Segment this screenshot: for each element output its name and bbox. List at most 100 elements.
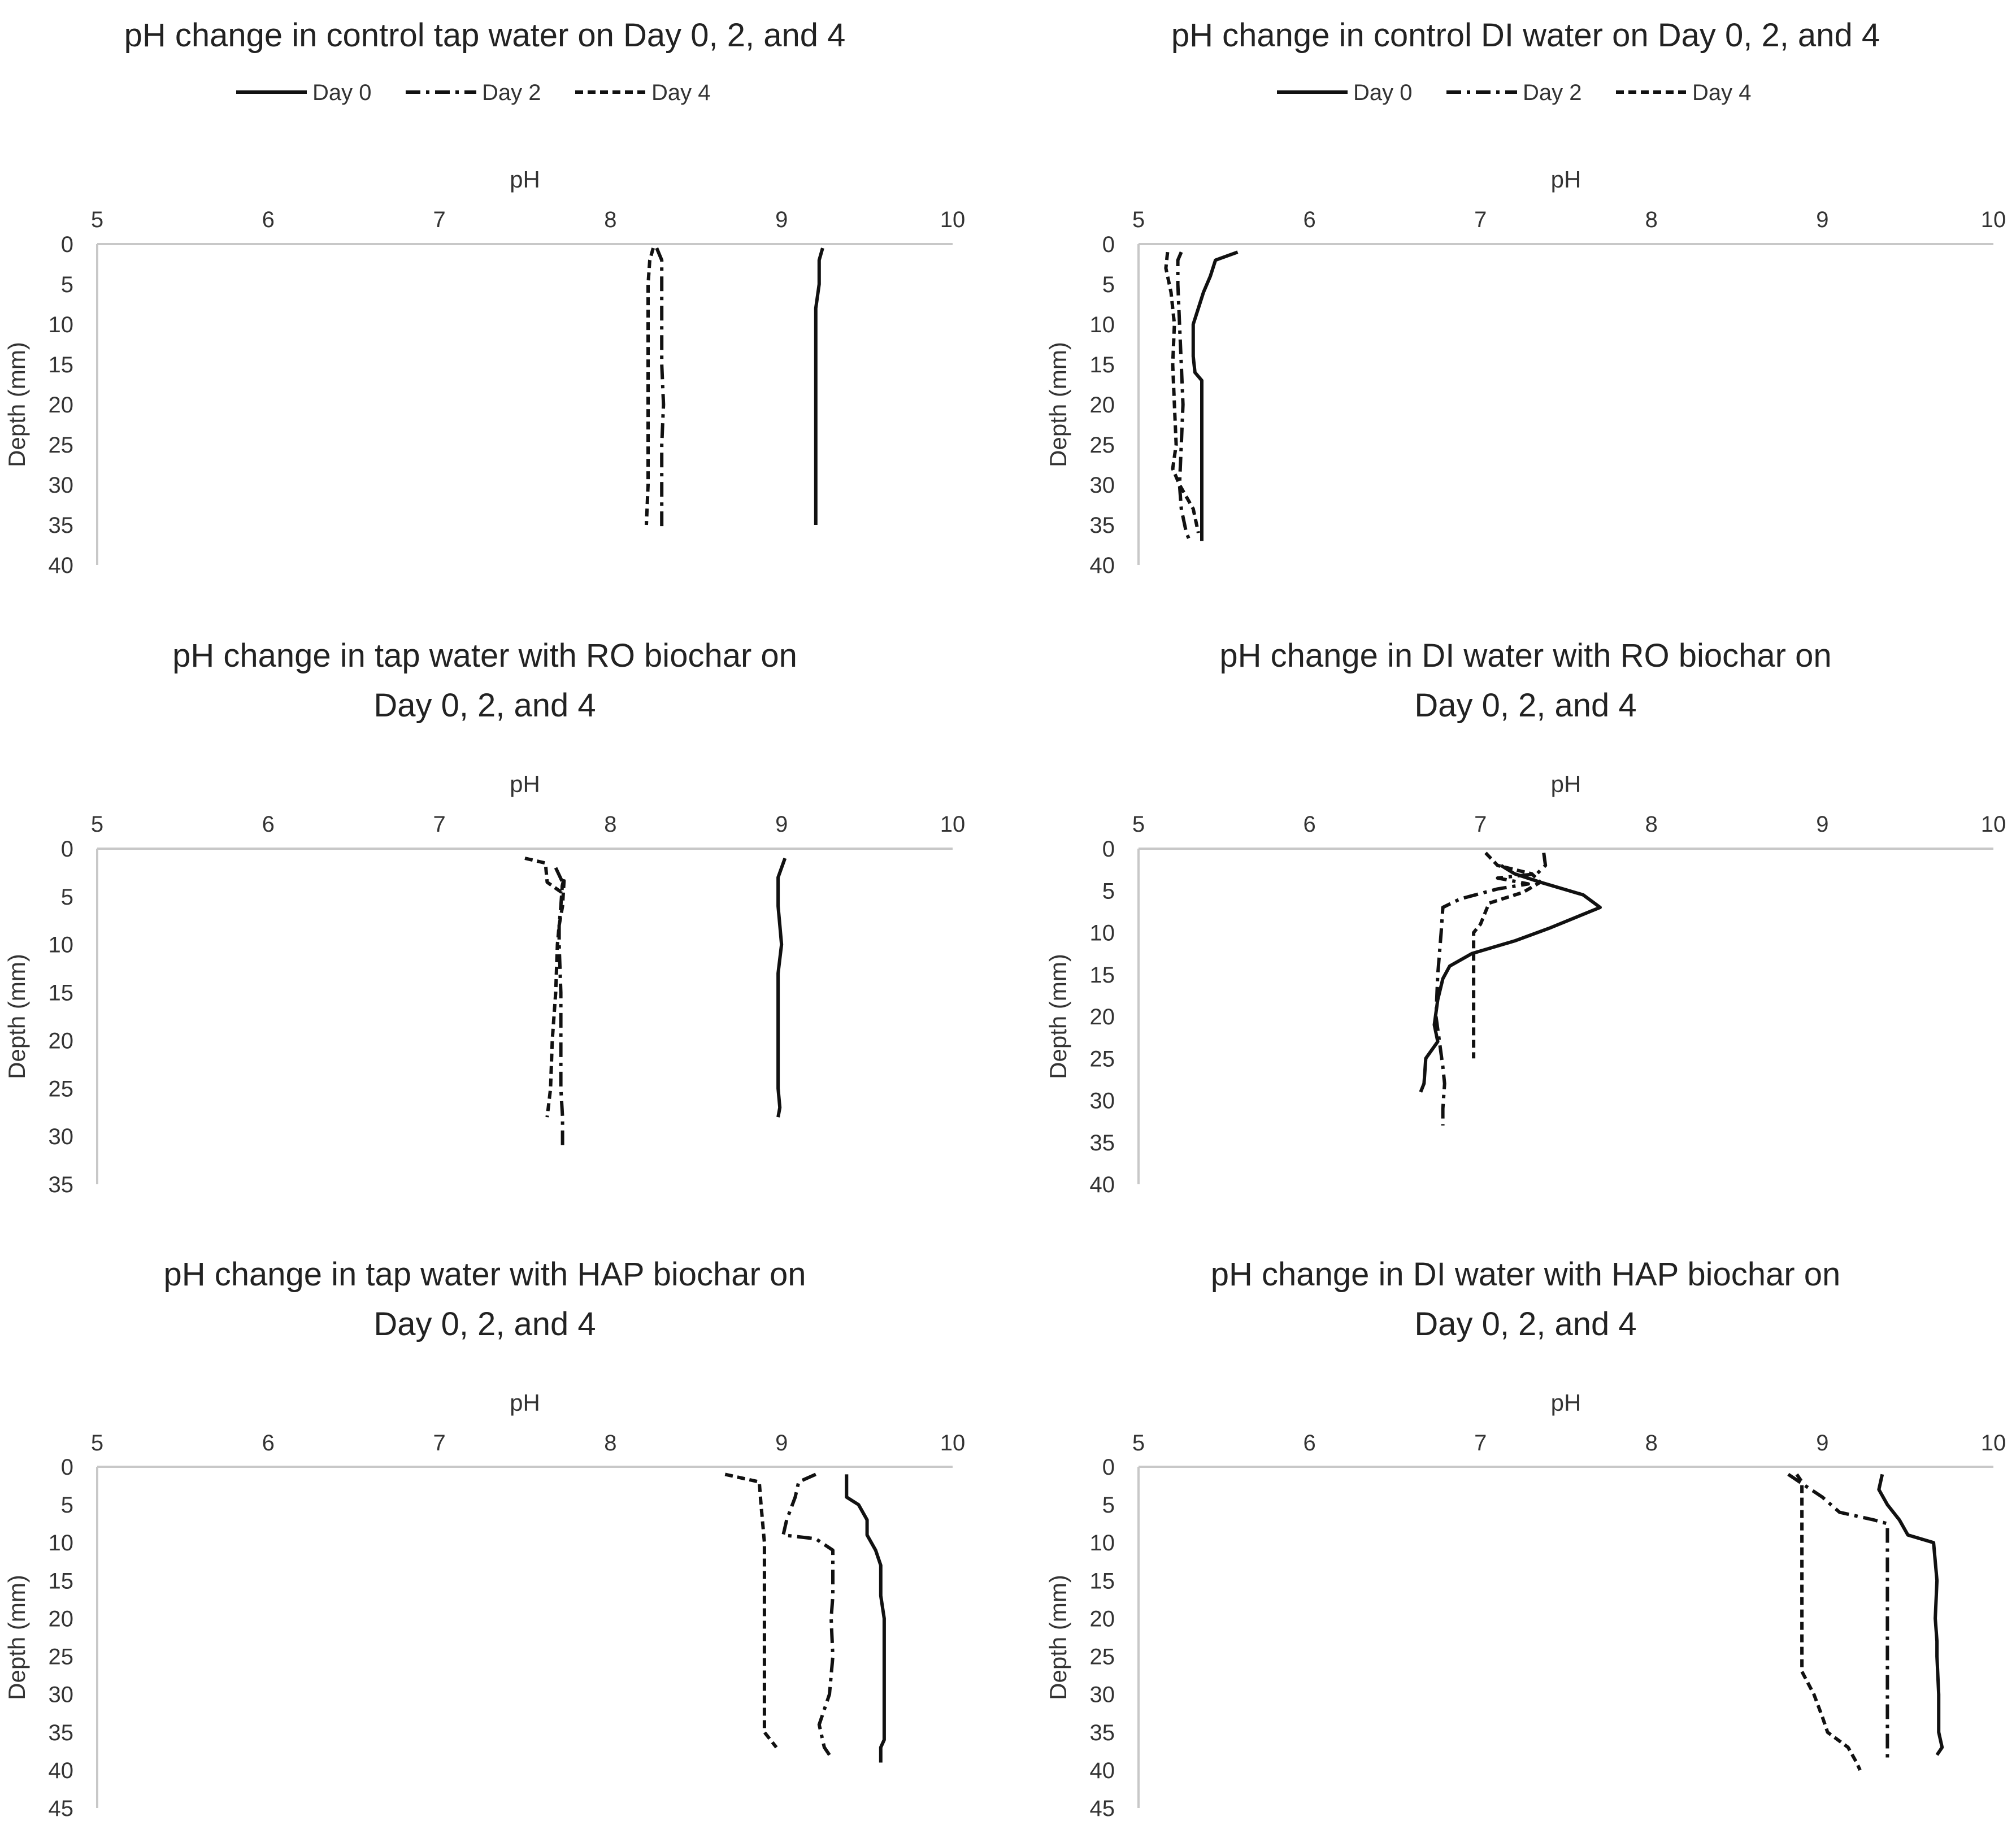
y-tick-label: 15 bbox=[49, 353, 74, 377]
x-tick-label: 10 bbox=[940, 207, 966, 232]
x-tick-label: 7 bbox=[433, 1431, 445, 1455]
y-tick-label: 40 bbox=[1090, 553, 1115, 578]
x-tick-label: 9 bbox=[1816, 1431, 1828, 1455]
chart-title: pH change in control tap water on Day 0,… bbox=[124, 17, 846, 54]
y-tick-label: 5 bbox=[1102, 272, 1115, 297]
y-tick-label: 15 bbox=[1090, 353, 1115, 377]
legend: Day 0 Day 2 Day 4 bbox=[1277, 80, 1752, 105]
y-tick-label: 40 bbox=[1090, 1172, 1115, 1197]
y-tick-label: 35 bbox=[49, 513, 74, 538]
series-line-day4 bbox=[1795, 1473, 1862, 1771]
series-line-day4 bbox=[645, 247, 655, 525]
legend-label-day4: Day 4 bbox=[651, 80, 711, 105]
chart-panel-6: pH change in DI water with HAP biochar o… bbox=[1045, 1256, 2006, 1821]
y-tick-label: 35 bbox=[1090, 1131, 1115, 1155]
y-tick-label: 5 bbox=[61, 1493, 73, 1518]
y-tick-label: 25 bbox=[1090, 1046, 1115, 1071]
y-tick-label: 0 bbox=[1102, 232, 1115, 257]
y-tick-label: 40 bbox=[49, 1758, 74, 1783]
y-tick-label: 15 bbox=[49, 1568, 74, 1593]
series-line-day2 bbox=[554, 867, 564, 1146]
x-tick-label: 7 bbox=[1474, 812, 1487, 837]
legend-label-day2: Day 2 bbox=[1523, 80, 1582, 105]
x-tick-label: 6 bbox=[262, 207, 275, 232]
y-tick-label: 10 bbox=[1090, 312, 1115, 337]
y-tick-label: 20 bbox=[1090, 1606, 1115, 1631]
chart-title: pH change in DI water with RO biochar on bbox=[1219, 637, 1831, 674]
y-tick-label: 40 bbox=[49, 553, 74, 578]
x-tick-label: 5 bbox=[91, 812, 103, 837]
y-axis-label: Depth (mm) bbox=[1045, 342, 1071, 467]
chart-title: pH change in DI water with HAP biochar o… bbox=[1211, 1256, 1840, 1293]
x-axis-label: pH bbox=[510, 166, 540, 193]
y-tick-label: 35 bbox=[1090, 513, 1115, 538]
x-tick-label: 10 bbox=[1981, 1431, 2006, 1455]
chart-title: Day 0, 2, and 4 bbox=[373, 687, 596, 724]
y-tick-label: 20 bbox=[1090, 1005, 1115, 1029]
y-tick-label: 0 bbox=[1102, 837, 1115, 862]
x-tick-label: 10 bbox=[1981, 812, 2006, 837]
y-tick-label: 20 bbox=[49, 1028, 74, 1053]
series-line-day2 bbox=[781, 1472, 835, 1756]
x-axis-label: pH bbox=[510, 1389, 540, 1416]
y-tick-label: 0 bbox=[61, 837, 73, 862]
y-tick-label: 10 bbox=[49, 933, 74, 958]
legend-label-day2: Day 2 bbox=[482, 80, 541, 105]
x-tick-label: 5 bbox=[1132, 812, 1145, 837]
y-tick-label: 20 bbox=[49, 1606, 74, 1631]
series-line-day0 bbox=[1877, 1474, 1944, 1756]
series-line-day0 bbox=[776, 857, 787, 1118]
y-tick-label: 25 bbox=[1090, 433, 1115, 458]
series-line-day0 bbox=[1191, 250, 1239, 541]
y-tick-label: 20 bbox=[49, 393, 74, 418]
chart-title: Day 0, 2, and 4 bbox=[1414, 1306, 1636, 1342]
series-line-day4 bbox=[1472, 851, 1543, 1059]
y-tick-label: 45 bbox=[1090, 1796, 1115, 1821]
y-tick-label: 25 bbox=[1090, 1645, 1115, 1670]
x-tick-label: 8 bbox=[1645, 812, 1658, 837]
chart-title: pH change in tap water with HAP biochar … bbox=[163, 1256, 806, 1293]
y-axis-label: Depth (mm) bbox=[3, 342, 30, 467]
y-tick-label: 0 bbox=[61, 1455, 73, 1480]
y-tick-label: 5 bbox=[61, 272, 73, 297]
x-tick-label: 9 bbox=[1816, 812, 1828, 837]
chart-panel-1: pH change in control tap water on Day 0,… bbox=[3, 17, 965, 578]
y-tick-label: 25 bbox=[49, 1645, 74, 1670]
x-tick-label: 7 bbox=[433, 812, 445, 837]
x-tick-label: 8 bbox=[1645, 207, 1658, 232]
x-tick-label: 7 bbox=[433, 207, 445, 232]
y-tick-label: 45 bbox=[49, 1796, 74, 1821]
series-line-day0 bbox=[814, 247, 824, 525]
y-tick-label: 35 bbox=[49, 1720, 74, 1745]
x-tick-label: 8 bbox=[1645, 1431, 1658, 1455]
x-tick-label: 8 bbox=[604, 207, 616, 232]
x-tick-label: 6 bbox=[1303, 812, 1315, 837]
chart-panel-4: pH change in DI water with RO biochar on… bbox=[1045, 637, 2006, 1197]
y-tick-label: 35 bbox=[1090, 1720, 1115, 1745]
legend-label-day4: Day 4 bbox=[1692, 80, 1752, 105]
y-tick-label: 30 bbox=[49, 1683, 74, 1707]
series-line-day2 bbox=[655, 247, 666, 529]
x-axis-label: pH bbox=[1551, 166, 1581, 193]
y-tick-label: 0 bbox=[1102, 1455, 1115, 1480]
y-tick-label: 5 bbox=[61, 885, 73, 910]
x-tick-label: 5 bbox=[91, 207, 103, 232]
y-tick-label: 15 bbox=[49, 981, 74, 1006]
series-line-day4 bbox=[724, 1472, 778, 1749]
x-tick-label: 10 bbox=[940, 1431, 966, 1455]
y-tick-label: 30 bbox=[49, 473, 74, 498]
x-tick-label: 9 bbox=[775, 1431, 788, 1455]
x-tick-label: 8 bbox=[604, 812, 616, 837]
y-axis-label: Depth (mm) bbox=[1045, 1575, 1071, 1700]
x-tick-label: 7 bbox=[1474, 1431, 1487, 1455]
legend-label-day0: Day 0 bbox=[312, 80, 372, 105]
y-tick-label: 30 bbox=[1090, 1683, 1115, 1707]
x-axis-label: pH bbox=[1551, 1389, 1581, 1416]
chart-title: Day 0, 2, and 4 bbox=[373, 1306, 596, 1342]
series-line-day2 bbox=[1434, 853, 1548, 1126]
x-axis-label: pH bbox=[1551, 771, 1581, 797]
y-axis-label: Depth (mm) bbox=[3, 954, 30, 1079]
x-tick-label: 8 bbox=[604, 1431, 616, 1455]
x-tick-label: 9 bbox=[775, 207, 788, 232]
